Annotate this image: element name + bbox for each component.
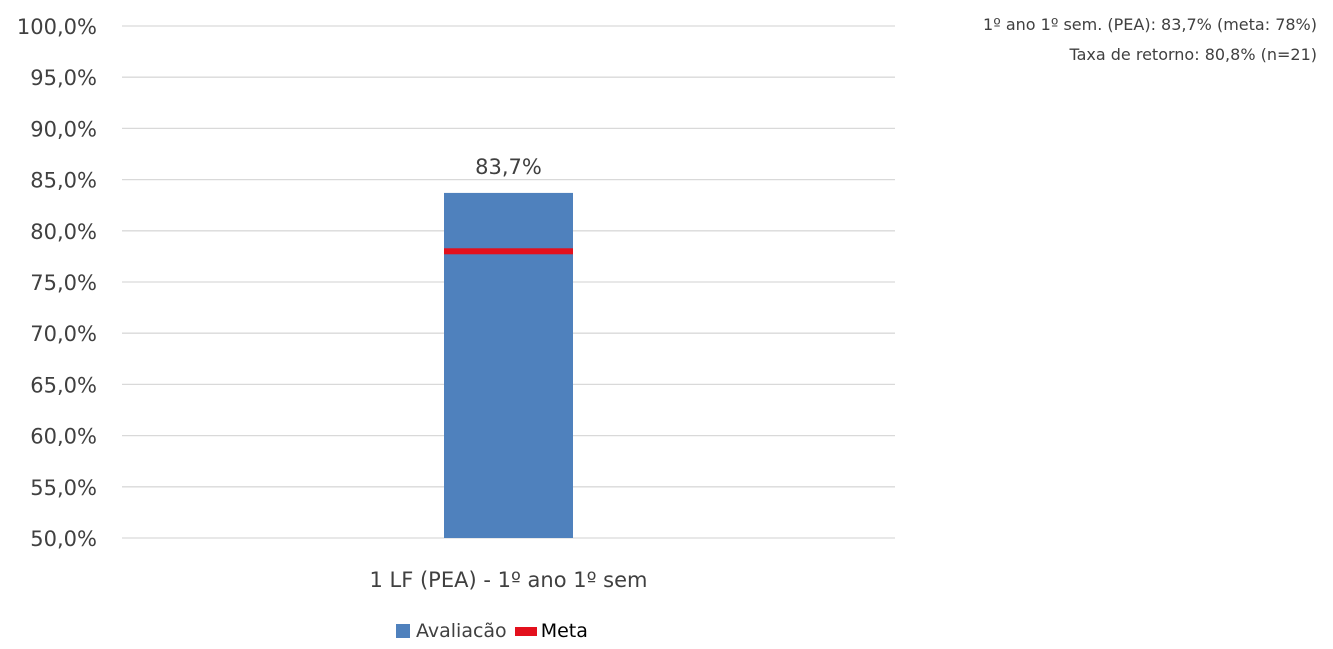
- legend-label-meta: Meta: [540, 620, 588, 642]
- bar: [444, 192, 573, 539]
- y-tick-label: 75,0%: [30, 271, 97, 295]
- y-tick-label: 90,0%: [30, 117, 97, 141]
- legend-label-avaliacao: Avaliacão: [416, 620, 507, 642]
- legend-swatch-meta: [514, 626, 537, 636]
- annotation-1: 1º ano 1º sem. (PEA): 83,7% (meta: 78%): [983, 15, 1317, 34]
- legend-swatch-avaliacao: [396, 624, 410, 638]
- legend-item-avaliacao: Avaliacão: [396, 620, 507, 642]
- meta-marker: [444, 248, 573, 255]
- annotation-2: Taxa de retorno: 80,8% (n=21): [1069, 45, 1317, 64]
- y-tick-label: 55,0%: [30, 476, 97, 500]
- y-tick-label: 70,0%: [30, 322, 97, 346]
- y-tick-label: 65,0%: [30, 373, 97, 397]
- x-category-label: 1 LF (PEA) - 1º ano 1º sem: [370, 568, 648, 592]
- legend: Avaliacão Meta: [396, 620, 588, 642]
- chart: 50,0% 55,0% 60,0% 65,0% 70,0% 75,0% 80,0% 85,0%…: [17, 15, 895, 592]
- y-tick-label: 95,0%: [30, 66, 97, 90]
- legend-item-meta: Meta: [514, 620, 588, 642]
- y-tick-label: 85,0%: [30, 169, 97, 193]
- data-label: 83,7%: [475, 155, 542, 179]
- y-tick-label: 80,0%: [30, 220, 97, 244]
- y-tick-label: 100,0%: [17, 15, 97, 39]
- y-tick-label: 50,0%: [30, 527, 97, 551]
- y-tick-label: 60,0%: [30, 425, 97, 449]
